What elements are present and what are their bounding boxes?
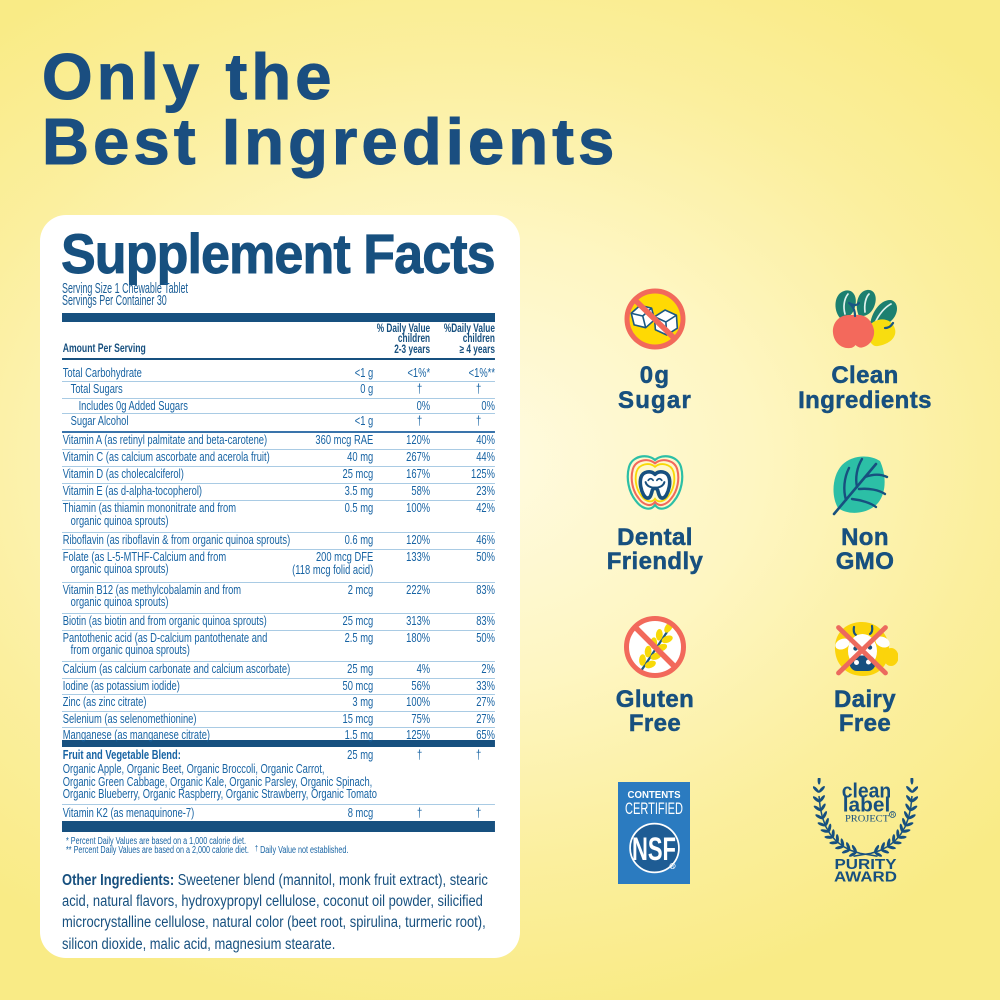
- svg-text:AWARD: AWARD: [834, 869, 897, 884]
- svg-text:CONTENTS: CONTENTS: [628, 790, 681, 801]
- svg-text:R: R: [671, 864, 675, 869]
- svg-text:PROJECT: PROJECT: [845, 815, 889, 825]
- svg-text:clean: clean: [842, 781, 892, 803]
- svg-text:label: label: [843, 795, 891, 817]
- svg-text:R: R: [891, 813, 895, 819]
- svg-text:PURITY: PURITY: [835, 857, 897, 873]
- svg-text:CERTIFIED: CERTIFIED: [625, 800, 683, 818]
- svg-text:NSF: NSF: [632, 831, 676, 867]
